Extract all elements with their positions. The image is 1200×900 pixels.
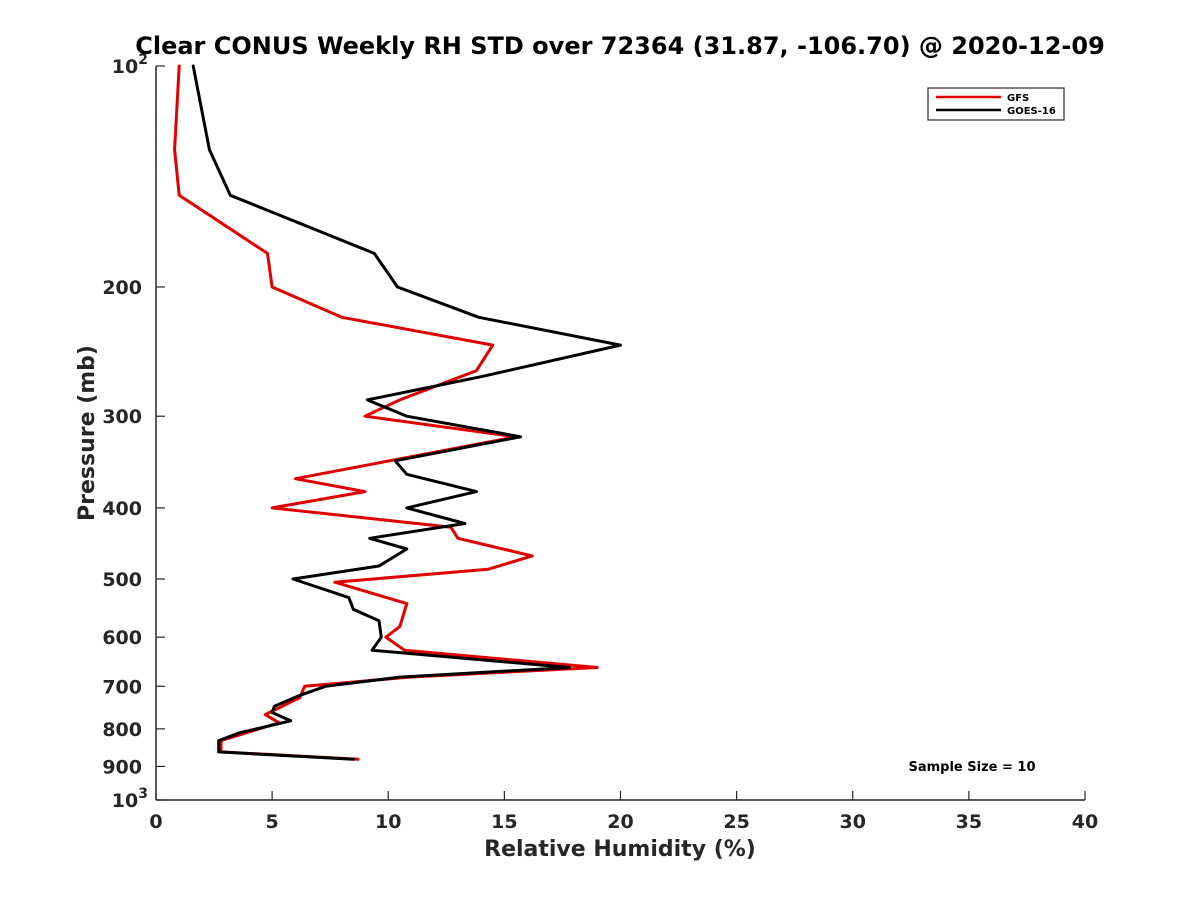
x-tick-label: 15 xyxy=(491,811,517,833)
x-tick-label: 10 xyxy=(375,811,401,833)
y-tick-label: 600 xyxy=(102,627,142,649)
x-tick-label: 5 xyxy=(266,811,279,833)
y-tick-label: 400 xyxy=(102,498,142,520)
y-tick-label: 300 xyxy=(102,406,142,428)
y-tick-label: 800 xyxy=(102,719,142,741)
x-tick-label: 0 xyxy=(149,811,162,833)
y-tick-label: 500 xyxy=(102,569,142,591)
x-tick-label: 30 xyxy=(840,811,866,833)
y-tick-label: 900 xyxy=(102,756,142,778)
x-axis-label: Relative Humidity (%) xyxy=(484,837,756,862)
chart-title: Clear CONUS Weekly RH STD over 72364 (31… xyxy=(135,32,1105,60)
sample-size-annotation: Sample Size = 10 xyxy=(908,760,1035,775)
x-tick-label: 25 xyxy=(723,811,749,833)
legend: GFS GOES-16 xyxy=(927,87,1065,121)
y-axis-label: Pressure (mb) xyxy=(75,345,100,521)
series-line-gfs xyxy=(173,64,599,761)
legend-label-goes-16: GOES-16 xyxy=(1007,106,1056,117)
x-tick-label: 20 xyxy=(607,811,633,833)
y-tick-label: 700 xyxy=(102,676,142,698)
x-tick-label: 40 xyxy=(1072,811,1098,833)
x-tick-label: 35 xyxy=(956,811,982,833)
y-tick-label: 102 xyxy=(112,52,148,78)
y-tick-label: 200 xyxy=(102,277,142,299)
legend-box xyxy=(927,87,1065,121)
y-tick-label: 103 xyxy=(112,786,148,812)
legend-label-gfs: GFS xyxy=(1007,93,1029,104)
series-line-goes-16 xyxy=(191,64,622,761)
plot-area: 0 5 10 15 20 25 30 35 40 102 200 300 400 500 600 700 800… xyxy=(102,52,1098,833)
